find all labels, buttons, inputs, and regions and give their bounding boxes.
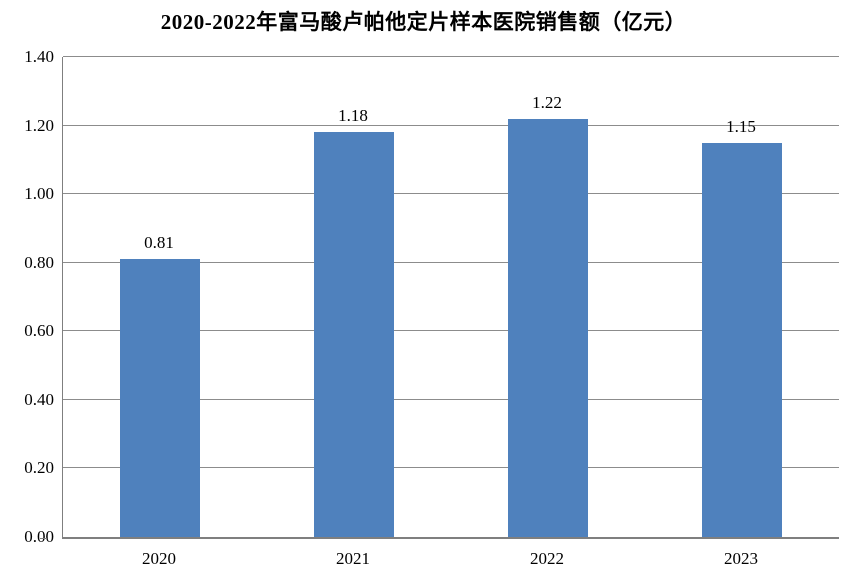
x-axis-tick-label: 2023 — [724, 549, 758, 568]
y-axis-tick-label: 0.20 — [24, 458, 54, 478]
y-axis-tick-mark — [40, 538, 47, 539]
gridline — [63, 193, 839, 195]
x-axis-tick-label: 2022 — [530, 549, 564, 568]
bar — [508, 119, 588, 537]
y-axis-tick-label: 0.40 — [24, 389, 54, 409]
bar-value-label: 1.15 — [726, 117, 756, 136]
y-axis-tick-label: 1.20 — [24, 115, 54, 135]
gridline — [63, 467, 839, 469]
bar-value-label: 1.18 — [338, 106, 368, 125]
gridline — [63, 261, 839, 263]
bar — [702, 143, 782, 537]
y-axis-tick-label: 0.80 — [24, 252, 54, 272]
y-axis-tick-label: 1.40 — [24, 47, 54, 66]
plot-area — [62, 56, 839, 539]
gridline — [63, 124, 839, 126]
y-axis-tick-label: 0.00 — [24, 527, 54, 546]
gridline — [63, 56, 839, 57]
bar — [120, 259, 200, 537]
y-axis-tick-label: 0.60 — [24, 321, 54, 341]
bar-value-label: 0.81 — [144, 233, 174, 252]
y-axis-tick-label: 1.00 — [24, 184, 54, 204]
gridline — [63, 398, 839, 400]
bar — [314, 132, 394, 537]
x-axis-tick-label: 2020 — [142, 549, 176, 568]
chart-title: 2020-2022年富马酸卢帕他定片样本医院销售额（亿元） — [160, 10, 687, 34]
bar-value-label: 1.22 — [532, 93, 562, 112]
gridline — [63, 330, 839, 332]
x-axis-tick-label: 2021 — [336, 549, 370, 568]
